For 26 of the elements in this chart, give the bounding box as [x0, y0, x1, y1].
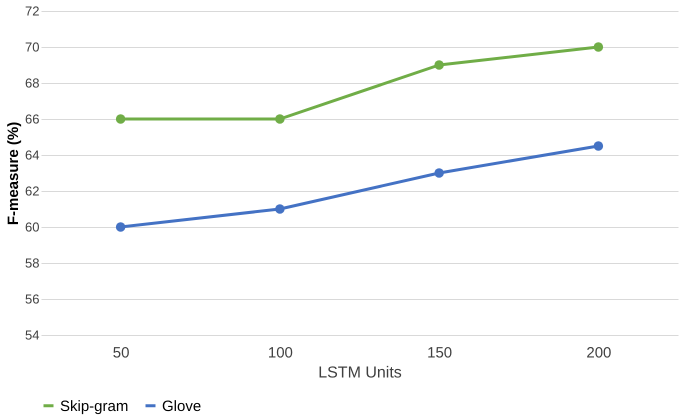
- y-tick-label: 72: [25, 4, 40, 18]
- y-tick-label: 66: [25, 112, 40, 126]
- y-tick-label: 60: [25, 220, 40, 234]
- x-tick-label: 100: [268, 344, 293, 362]
- x-tick-label: 200: [586, 344, 612, 362]
- y-tick-label: 54: [25, 328, 40, 342]
- y-tick-label: 68: [25, 76, 40, 90]
- point: [434, 60, 444, 70]
- x-axis-title: LSTM Units: [318, 364, 402, 382]
- point: [116, 114, 126, 124]
- point: [594, 42, 604, 52]
- legend-label: Glove: [162, 398, 202, 415]
- y-tick-label: 70: [25, 40, 40, 54]
- point: [594, 141, 604, 151]
- x-tick-label: 50: [112, 344, 130, 362]
- y-axis-title: F-measure (%): [5, 122, 22, 226]
- point: [434, 168, 444, 178]
- y-tick-label: 62: [25, 184, 40, 198]
- x-tick-label: 150: [427, 344, 452, 362]
- y-tick-label: 64: [25, 148, 40, 162]
- point: [116, 222, 126, 232]
- point: [275, 204, 285, 214]
- point: [275, 114, 285, 124]
- y-tick-label: 58: [25, 256, 40, 270]
- legend-label: Skip-gram: [60, 398, 128, 415]
- y-tick-label: 56: [25, 292, 40, 306]
